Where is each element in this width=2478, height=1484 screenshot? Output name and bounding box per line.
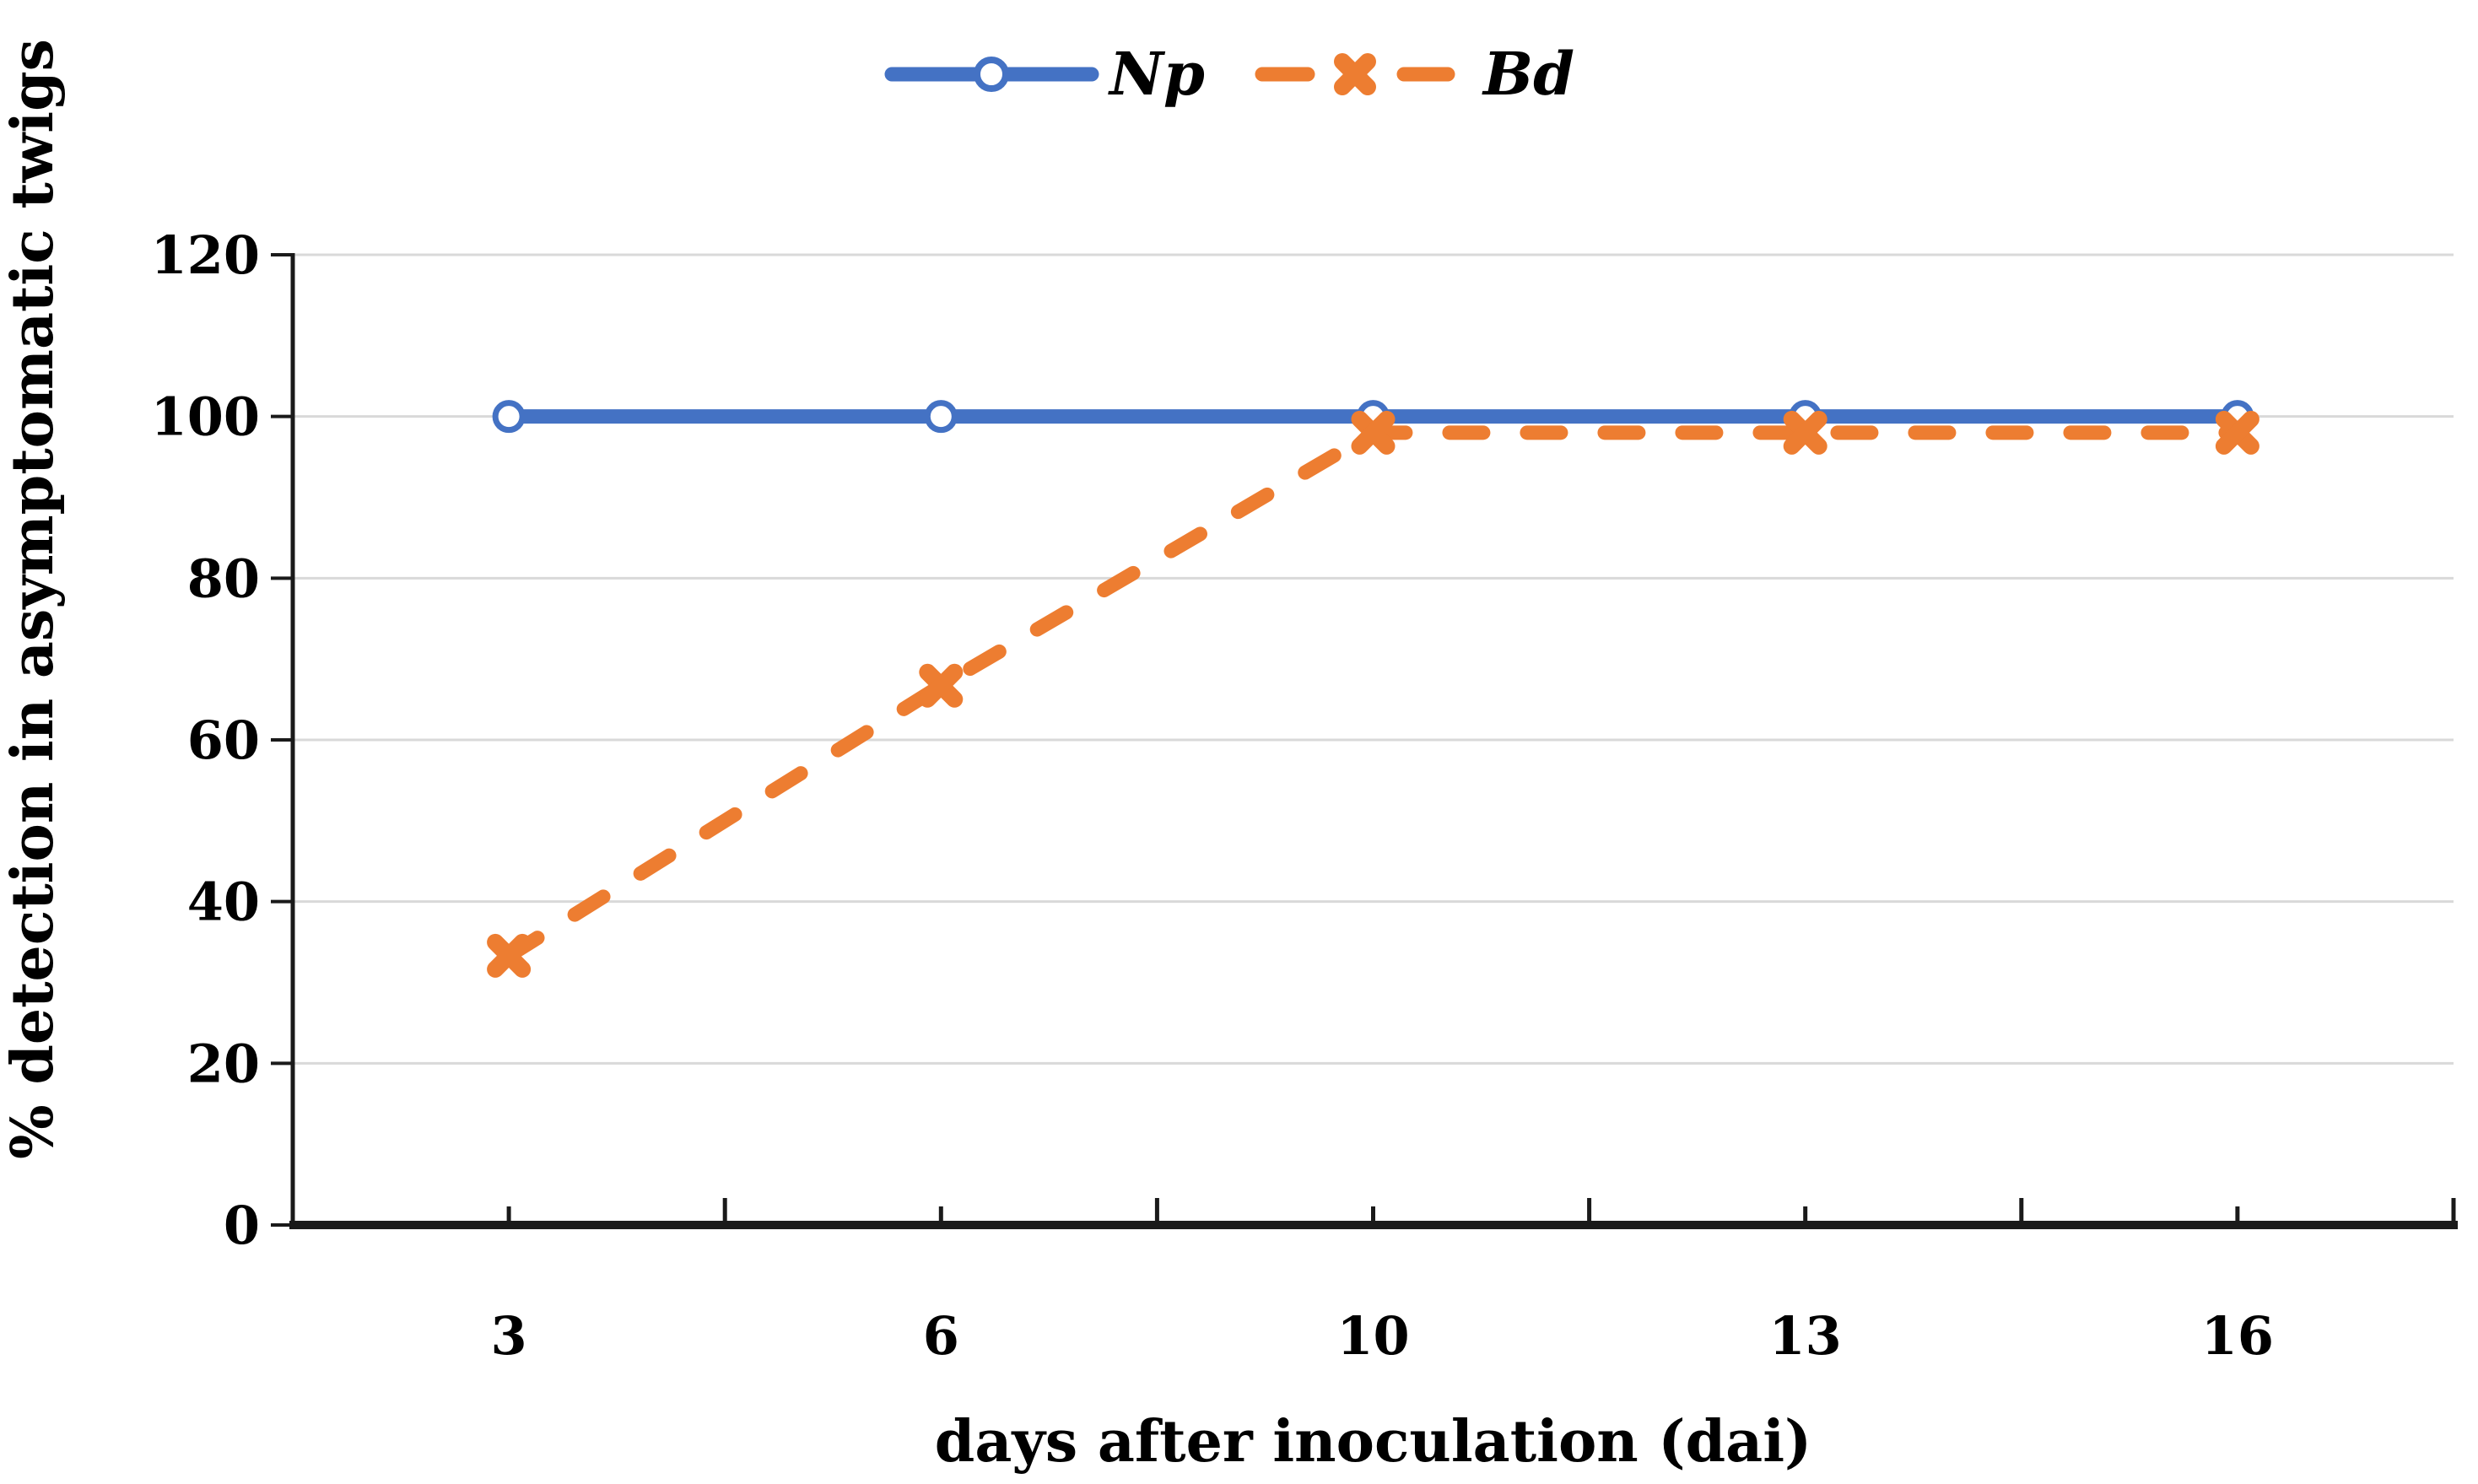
y-axis-title: % detection in asymptomatic twigs — [0, 39, 67, 1159]
y-tick-label: 40 — [187, 872, 260, 933]
bd-x-marker — [919, 663, 964, 708]
series-lines — [487, 400, 2259, 978]
y-axis-ticks — [271, 253, 293, 1227]
x-tick-label: 3 — [491, 1305, 527, 1367]
y-tick-label: 60 — [187, 710, 260, 771]
np-circle-marker — [492, 400, 526, 434]
x-axis-title: days after inoculation (dai) — [935, 1408, 1811, 1476]
bd-x-marker — [1783, 410, 1827, 455]
x-tick-label: 13 — [1769, 1305, 1842, 1367]
y-tick-label: 120 — [151, 224, 260, 286]
bd-x-marker — [487, 933, 532, 978]
np-circle-marker — [924, 400, 958, 434]
y-tick-label: 80 — [187, 548, 260, 609]
y-tick-label: 0 — [224, 1195, 260, 1256]
x-tick-labels: 3 6 10 13 16 — [491, 1305, 2275, 1367]
legend-np-label: Np — [1108, 39, 1205, 109]
legend-np-marker — [974, 57, 1009, 92]
x-tick-label: 10 — [1336, 1305, 1409, 1367]
y-tick-label: 20 — [187, 1033, 260, 1094]
x-tick-label: 16 — [2201, 1305, 2274, 1367]
gridlines — [293, 253, 2454, 1065]
series-bd — [487, 410, 2259, 978]
bd-line — [501, 425, 2245, 963]
bd-x-marker — [1334, 53, 1376, 95]
y-tick-label: 100 — [151, 386, 260, 448]
x-tick-label: 6 — [923, 1305, 959, 1367]
bd-x-marker — [2215, 410, 2259, 455]
bd-x-marker — [1351, 410, 1396, 455]
x-axis-ticks — [290, 1198, 2456, 1225]
axis-titles: % detection in asymptomatic twigs days af… — [0, 39, 1811, 1476]
chart-legend: Np Bd — [884, 39, 1574, 109]
legend-bd-label: Bd — [1482, 39, 1574, 109]
y-tick-labels: 0 20 40 60 80 100 120 — [151, 224, 260, 1256]
